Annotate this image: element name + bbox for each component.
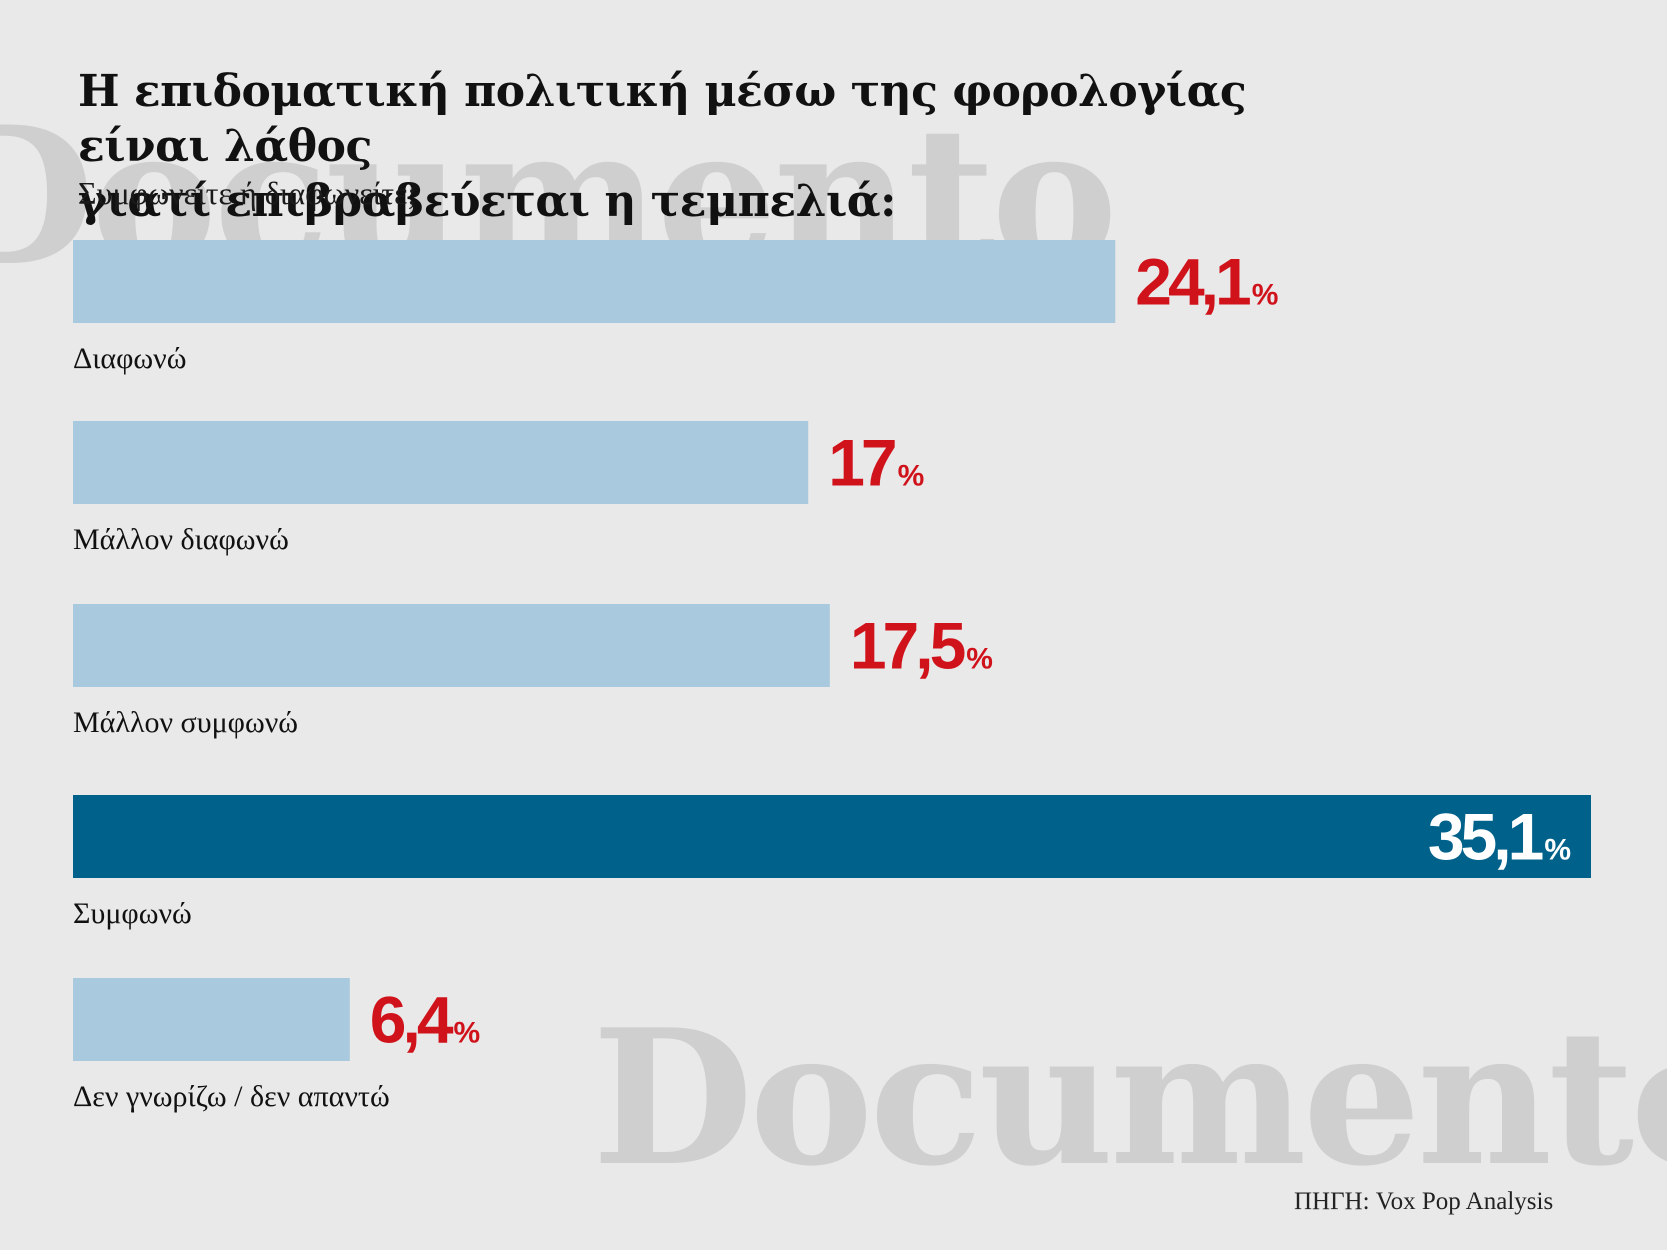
bar xyxy=(73,604,830,687)
bar xyxy=(73,240,1116,323)
chart-title-line-1: Η επιδοματική πολιτική μέσω της φορολογί… xyxy=(78,66,1247,172)
category-label: Δεν γνωρίζω / δεν απαντώ xyxy=(73,1080,390,1113)
value-number: 6,4 xyxy=(370,983,454,1057)
source-note: ΠΗΓΗ: Vox Pop Analysis xyxy=(1294,1188,1554,1215)
chart-subtitle: Συμφωνείτε ή διαφωνείτε; xyxy=(78,175,417,211)
category-label: Συμφωνώ xyxy=(73,897,192,930)
value-percent-sign: % xyxy=(898,460,925,493)
value-label: 35,1% xyxy=(1428,800,1571,874)
bar-group: 17 % Μάλλον διαφωνώ xyxy=(73,421,924,556)
bar-group: 6,4 % Δεν γνωρίζω / δεν απαντώ xyxy=(73,978,480,1113)
bar xyxy=(73,421,809,504)
value-label: 17,5% xyxy=(850,609,993,683)
value-percent-sign: % xyxy=(1252,279,1279,312)
watermark-bottom: Documento xyxy=(592,988,1667,1207)
value-number: 35,1 xyxy=(1428,800,1543,874)
value-label: 17% xyxy=(828,426,924,500)
value-percent-sign: % xyxy=(966,643,993,676)
value-percent-sign: % xyxy=(1544,834,1571,867)
value-number: 17 xyxy=(828,426,895,500)
bar-group: 17,5 % Μάλλον συμφωνώ xyxy=(73,604,993,739)
value-label: 24,1% xyxy=(1135,245,1278,319)
value-label: 6,4% xyxy=(370,983,480,1057)
value-number: 17,5 xyxy=(850,609,965,683)
value-percent-sign: % xyxy=(454,1017,481,1050)
bar-group: 35,1 % Συμφωνώ xyxy=(73,795,1591,930)
chart-title: Η επιδοματική πολιτική μέσω της φορολογί… xyxy=(78,64,1378,229)
category-label: Διαφωνώ xyxy=(73,342,186,375)
chart-title-line-2: γιατί επιβραβεύεται η τεμπελιά: xyxy=(78,176,896,227)
bar-group: 24,1 % Διαφωνώ xyxy=(73,240,1278,375)
value-number: 24,1 xyxy=(1135,245,1250,319)
category-label: Μάλλον διαφωνώ xyxy=(73,523,289,556)
category-label: Μάλλον συμφωνώ xyxy=(73,706,298,739)
bar xyxy=(73,978,350,1061)
bar xyxy=(73,795,1591,878)
